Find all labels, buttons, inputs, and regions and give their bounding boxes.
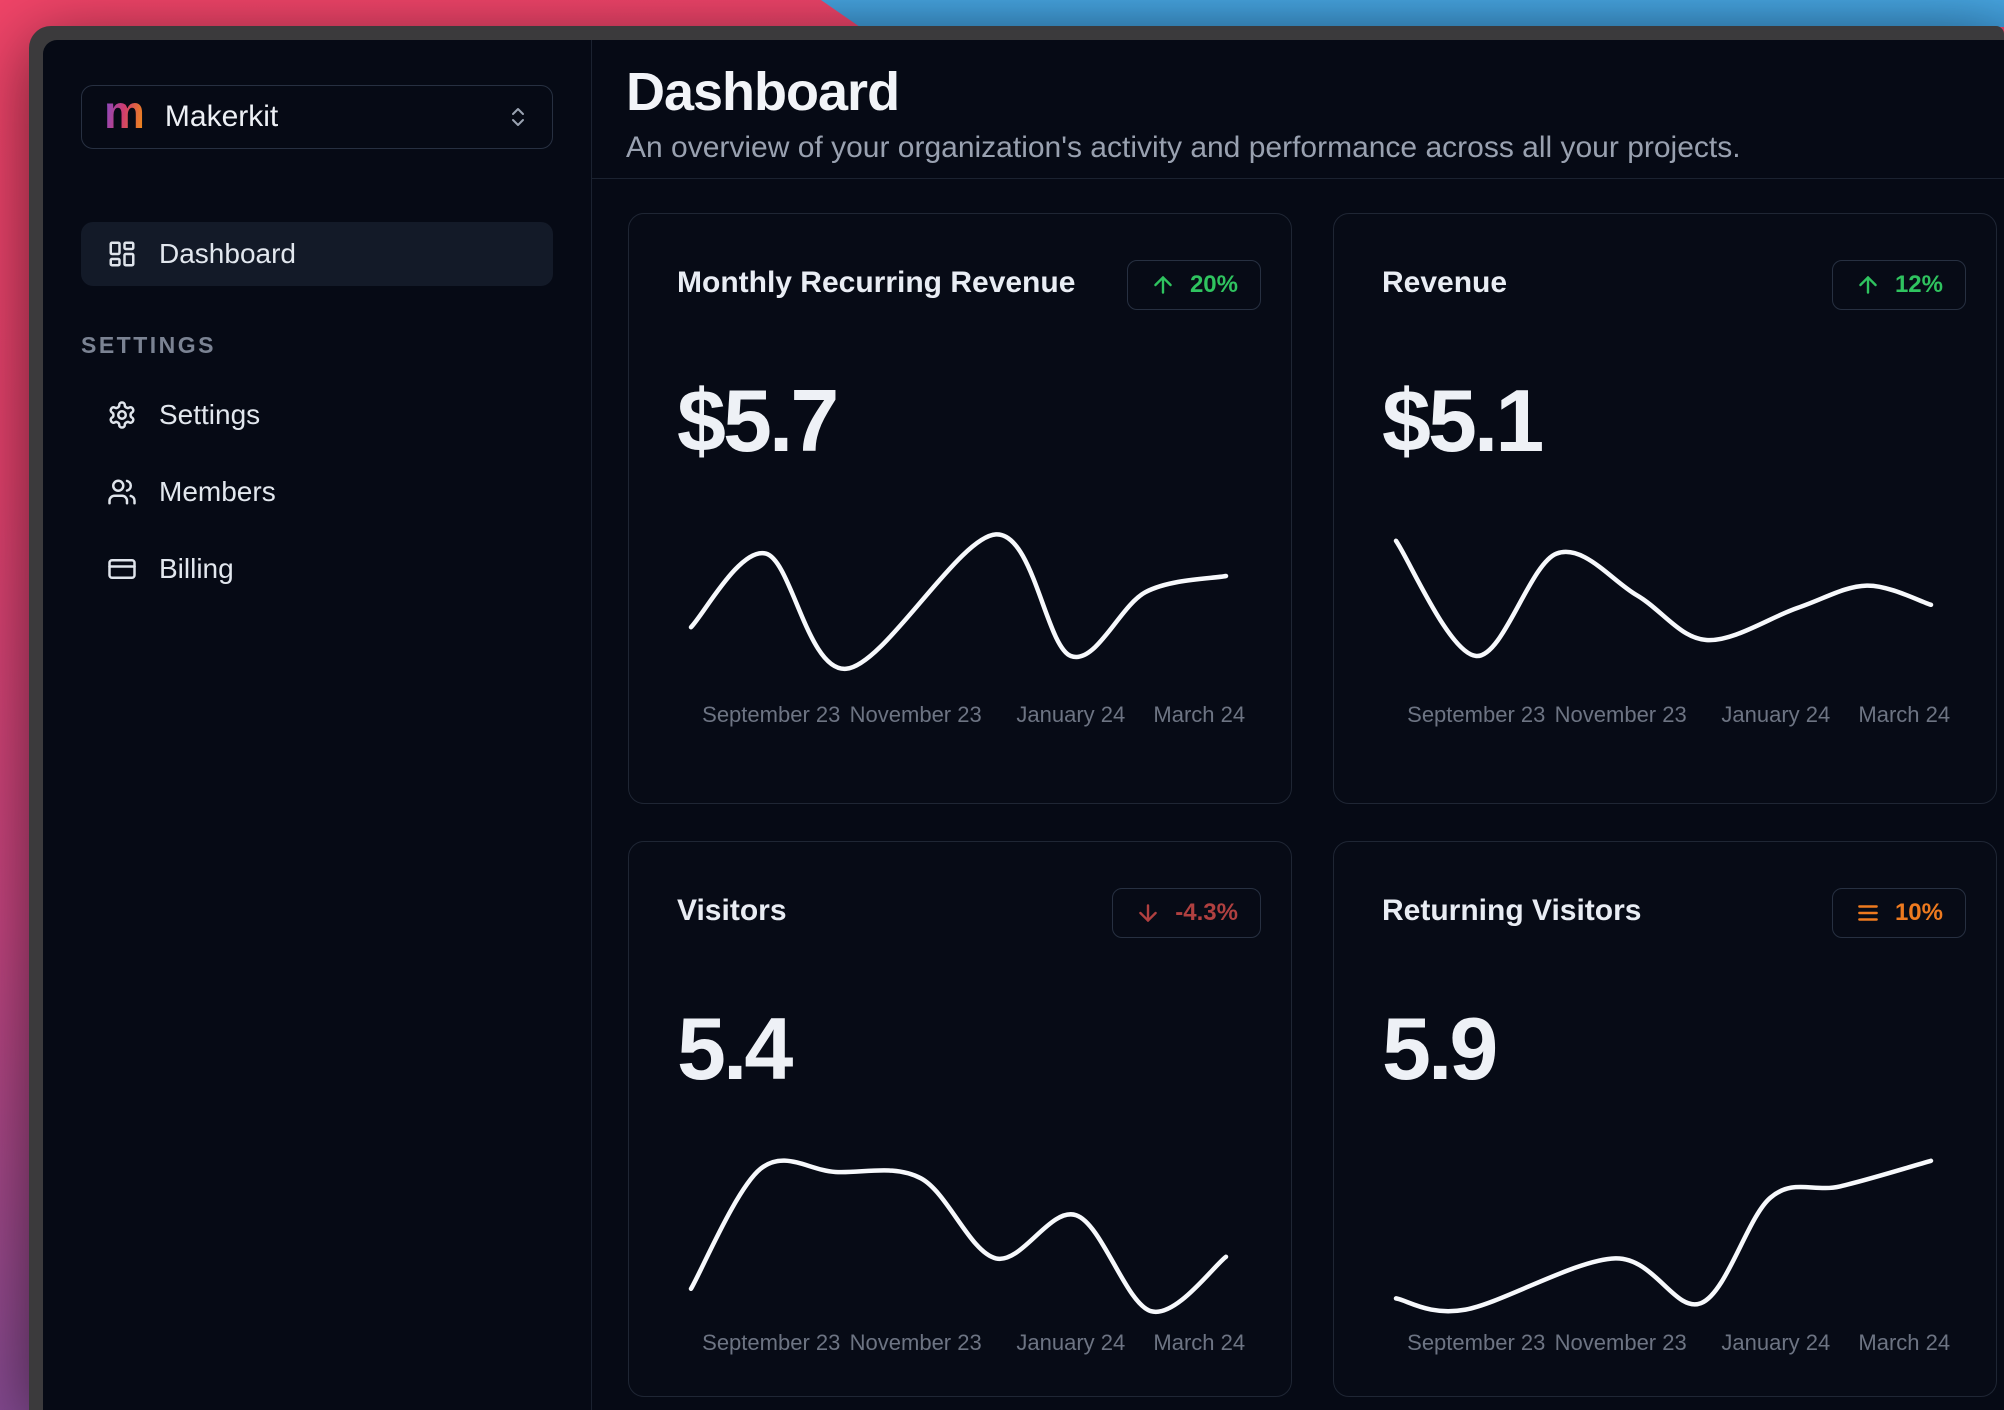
- main-area: Dashboard An overview of your organizati…: [592, 40, 2004, 1410]
- users-icon: [108, 479, 136, 505]
- sidebar-section-settings: SETTINGS: [81, 332, 217, 358]
- dashboard-content: Monthly Recurring Revenue 20% $5.7 Septe…: [592, 179, 2004, 1410]
- header-divider: [592, 178, 2004, 179]
- page-header: Dashboard An overview of your organizati…: [592, 40, 2004, 178]
- x-axis-label: January 24: [1721, 1330, 1831, 1355]
- app-content: m Makerkit Dashboard SETTINGS Settings M…: [43, 40, 2004, 1410]
- sidebar-item-label: Billing: [159, 553, 234, 584]
- metric-card-monthly-recurring-revenue: Monthly Recurring Revenue 20% $5.7 Septe…: [628, 213, 1292, 804]
- app-window: m Makerkit Dashboard SETTINGS Settings M…: [29, 26, 2004, 1410]
- x-axis-labels: September 23 November 23 January 24 Marc…: [691, 702, 1245, 732]
- x-axis-label: March 24: [1858, 1330, 1951, 1355]
- sparkline: [688, 1158, 1229, 1314]
- trend-value: 20%: [1189, 271, 1238, 298]
- x-axis-label: January 24: [1721, 702, 1831, 727]
- sparkline: [1393, 1158, 1934, 1314]
- trend-badge: 20%: [1126, 260, 1261, 310]
- x-axis-label: November 23: [1554, 702, 1687, 727]
- page-title: Dashboard: [626, 62, 900, 122]
- desktop-wallpaper-blue-region: [821, 0, 2004, 27]
- menu-icon: [1858, 905, 1878, 921]
- metric-cards-grid: Monthly Recurring Revenue 20% $5.7 Septe…: [628, 213, 1997, 1397]
- chevrons-up-down-icon: [512, 108, 524, 126]
- sparkline: [1393, 538, 1934, 659]
- metric-value: $5.7: [677, 371, 839, 470]
- page-subtitle: An overview of your organization's activ…: [626, 131, 1741, 165]
- team-name: Makerkit: [164, 100, 279, 133]
- sidebar-item-label: Dashboard: [159, 238, 296, 269]
- arrow-down-icon: [1139, 904, 1158, 922]
- sidebar: m Makerkit Dashboard SETTINGS Settings M…: [43, 40, 592, 1410]
- x-axis-label: September 23: [1407, 1330, 1546, 1355]
- sidebar-item-label: Settings: [159, 399, 261, 430]
- x-axis-label: September 23: [702, 1330, 841, 1355]
- card-title: Revenue: [1382, 266, 1508, 299]
- credit-card-icon: [108, 559, 136, 579]
- metric-value: 5.9: [1382, 999, 1498, 1098]
- sidebar-item-members[interactable]: Members: [81, 460, 553, 524]
- trend-badge: -4.3%: [1112, 888, 1261, 938]
- arrow-up-icon: [1154, 276, 1172, 294]
- sparkline: [688, 532, 1229, 672]
- x-axis-labels: September 23 November 23 January 24 Marc…: [691, 1330, 1245, 1360]
- sidebar-item-label: Members: [159, 476, 276, 507]
- x-axis-labels: September 23 November 23 January 24 Marc…: [1396, 702, 1950, 732]
- trend-value: 12%: [1894, 271, 1943, 298]
- x-axis-label: March 24: [1858, 702, 1951, 727]
- sidebar-item-dashboard[interactable]: Dashboard: [81, 222, 553, 286]
- sidebar-item-settings[interactable]: Settings: [81, 383, 553, 447]
- trend-badge: 10%: [1831, 888, 1966, 938]
- sparkline-chart: September 23 November 23 January 24 Marc…: [1393, 1156, 1950, 1360]
- x-axis-labels: September 23 November 23 January 24 Marc…: [1396, 1330, 1950, 1360]
- trend-badge: 12%: [1831, 260, 1966, 310]
- trend-value: 10%: [1894, 899, 1943, 926]
- x-axis-label: September 23: [1407, 702, 1546, 727]
- x-axis-label: January 24: [1016, 1330, 1126, 1355]
- metric-card-revenue: Revenue 12% $5.1 September 23 Novembe: [1333, 213, 1997, 804]
- metric-card-visitors: Visitors -4.3% 5.4 September 23 Novem: [628, 841, 1292, 1397]
- x-axis-label: March 24: [1153, 1330, 1246, 1355]
- x-axis-label: January 24: [1016, 702, 1126, 727]
- x-axis-label: September 23: [702, 702, 841, 727]
- card-title: Monthly Recurring Revenue: [677, 266, 1076, 299]
- sidebar-item-billing[interactable]: Billing: [81, 537, 553, 601]
- x-axis-label: March 24: [1153, 702, 1246, 727]
- trend-value: -4.3%: [1175, 899, 1238, 926]
- metric-value: 5.4: [677, 999, 793, 1098]
- card-title: Returning Visitors: [1382, 894, 1642, 927]
- sparkline-chart: September 23 November 23 January 24 Marc…: [688, 528, 1245, 732]
- team-selector[interactable]: m Makerkit: [81, 85, 553, 149]
- x-axis-label: November 23: [849, 702, 982, 727]
- x-axis-label: November 23: [1554, 1330, 1687, 1355]
- metric-card-returning-visitors: Returning Visitors 10% 5.9 September 23: [1333, 841, 1997, 1397]
- sparkline-chart: September 23 November 23 January 24 Marc…: [1393, 528, 1950, 732]
- layout-dashboard-icon: [109, 241, 135, 267]
- gear-icon: [109, 401, 135, 429]
- makerkit-logo: m: [104, 86, 145, 139]
- x-axis-label: November 23: [849, 1330, 982, 1355]
- arrow-up-icon: [1859, 276, 1877, 294]
- sparkline-chart: September 23 November 23 January 24 Marc…: [688, 1156, 1245, 1360]
- sidebar-nav: Dashboard SETTINGS Settings Members Bill…: [81, 222, 553, 601]
- metric-value: $5.1: [1382, 371, 1544, 470]
- card-title: Visitors: [677, 894, 787, 927]
